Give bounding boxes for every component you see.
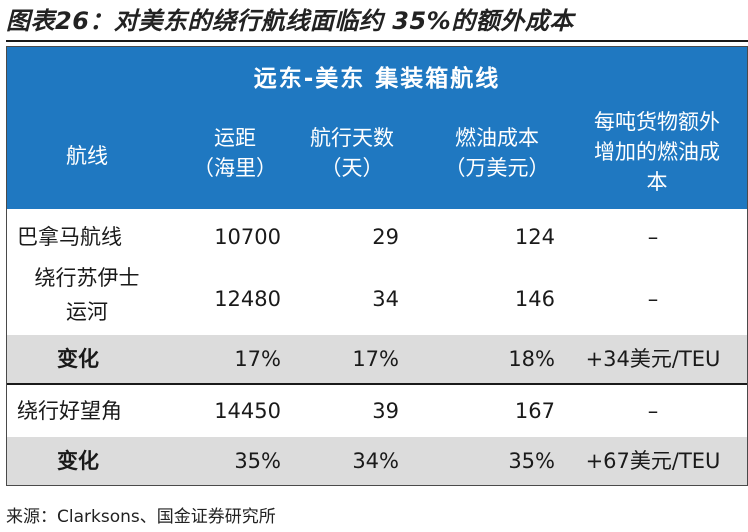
header-days: 航行天数 （天）	[310, 126, 394, 180]
fuel-cost-value: 146	[514, 287, 555, 311]
header-distance: 运距 （海里）	[193, 126, 277, 180]
extra-cost-value: –	[647, 287, 659, 311]
distance-value: 35%	[234, 449, 281, 473]
distance-value: 10700	[214, 225, 281, 249]
fuel-cost-value: 167	[514, 399, 555, 423]
route-name: 绕行苏伊士 运河	[34, 266, 140, 324]
extra-cost-value: –	[647, 399, 659, 423]
fuel-cost-value: 124	[514, 225, 555, 249]
header-fuel-cost: 燃油成本 （万美元）	[444, 126, 550, 180]
table-row-change: 变化 17% 17% 18% +34美元/TEU	[7, 335, 747, 383]
header-route: 航线	[66, 144, 108, 168]
route-name: 巴拿马航线	[17, 225, 122, 249]
fuel-cost-value: 18%	[508, 347, 555, 371]
days-value: 39	[372, 399, 399, 423]
table-banner-title: 远东-美东 集装箱航线	[253, 66, 501, 92]
table-row: 巴拿马航线 10700 29 124 –	[7, 219, 747, 259]
distance-value: 12480	[214, 287, 281, 311]
table-row: 绕行好望角 14450 39 167 –	[7, 393, 747, 433]
route-name: 绕行好望角	[17, 399, 122, 423]
table-row-change: 变化 35% 34% 35% +67美元/TEU	[7, 437, 747, 485]
extra-cost-value: –	[647, 225, 659, 249]
days-value: 29	[372, 225, 399, 249]
distance-value: 17%	[234, 347, 281, 371]
fuel-cost-value: 35%	[508, 449, 555, 473]
cost-table: 远东-美东 集装箱航线 航线 运距 （海里） 航行天数 （天） 燃油成本 （万美…	[6, 46, 748, 486]
extra-cost-value: +67美元/TEU	[585, 449, 721, 473]
header-extra-cost: 每吨货物额外 增加的燃油成 本	[594, 110, 720, 194]
distance-value: 14450	[214, 399, 281, 423]
route-name: 变化	[57, 449, 99, 473]
title-rule	[6, 40, 748, 42]
table-row: 绕行苏伊士 运河 12480 34 146 –	[7, 261, 747, 335]
days-value: 17%	[352, 347, 399, 371]
days-value: 34	[372, 287, 399, 311]
source-note: 来源：Clarksons、国金证券研究所	[6, 507, 276, 527]
section-divider	[7, 383, 747, 385]
route-name: 变化	[57, 347, 99, 371]
table-header: 远东-美东 集装箱航线 航线 运距 （海里） 航行天数 （天） 燃油成本 （万美…	[7, 47, 747, 209]
days-value: 34%	[352, 449, 399, 473]
figure-title: 图表26：对美东的绕行航线面临约 35%的额外成本	[6, 7, 574, 35]
extra-cost-value: +34美元/TEU	[585, 347, 721, 371]
